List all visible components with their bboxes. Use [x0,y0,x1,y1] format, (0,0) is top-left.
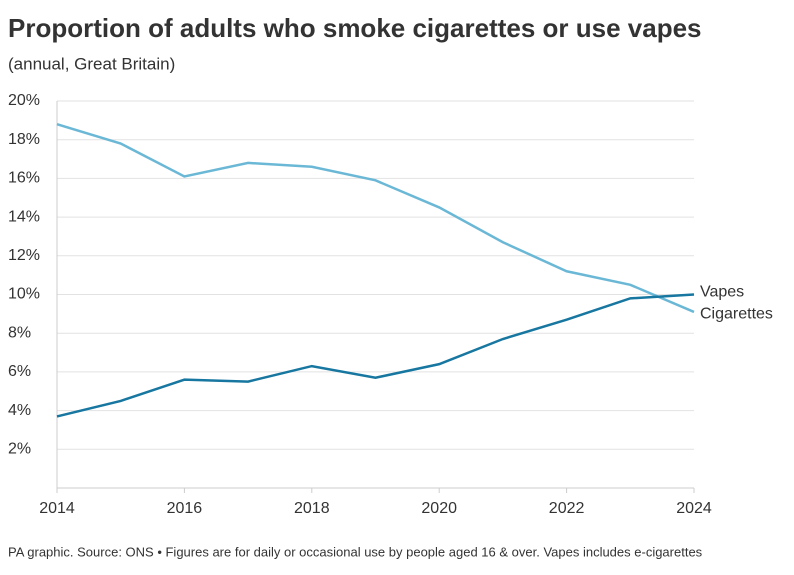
chart-title: Proportion of adults who smoke cigarette… [8,13,702,43]
x-tick-label: 2022 [549,500,585,517]
y-tick-label: 10% [8,286,40,303]
chart-subtitle: (annual, Great Britain) [8,54,175,73]
y-tick-label: 18% [8,131,40,148]
y-tick-label: 12% [8,247,40,264]
x-tick-label: 2018 [294,500,330,517]
y-tick-label: 16% [8,170,40,187]
series-line [56,293,695,418]
y-tick-label: 2% [8,441,31,458]
series-label: Cigarettes [700,305,773,322]
y-tick-label: 6% [8,363,31,380]
x-tick-label: 2020 [421,500,457,517]
x-tick-label: 2016 [167,500,203,517]
y-tick-label: 20% [8,92,40,109]
series-label: Vapes [700,283,744,300]
x-tick-label: 2024 [676,500,712,517]
series-line [56,123,695,314]
source-note: PA graphic. Source: ONS • Figures are fo… [8,544,703,559]
y-tick-label: 4% [8,402,31,419]
y-tick-label: 8% [8,324,31,341]
y-tick-label: 14% [8,208,40,225]
x-tick-label: 2014 [39,500,75,517]
